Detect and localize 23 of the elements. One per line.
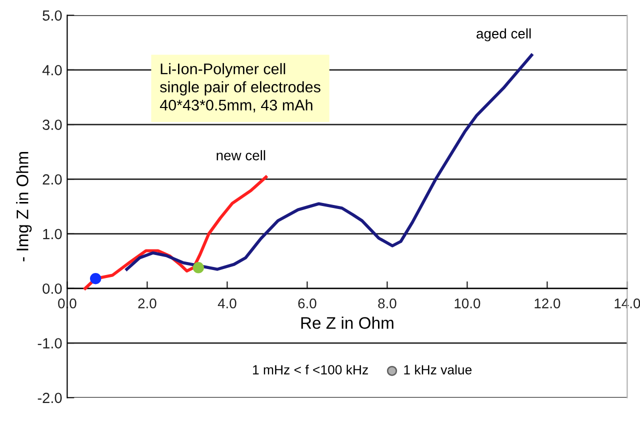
x-axis-title: Re Z in Ohm — [301, 316, 394, 329]
annotation: 1 kHz value — [404, 364, 472, 374]
y-tick-label: 4.0 — [42, 65, 62, 76]
y-axis-title: - Img Z in Ohm — [16, 152, 32, 262]
x-tick-label: 8.0 — [378, 298, 396, 308]
x-tick-label: 12.0 — [534, 298, 560, 308]
x-tick-label: 10.0 — [454, 298, 480, 308]
y-tick-label: -2.0 — [38, 392, 62, 404]
y-tick-label: 2.0 — [42, 174, 62, 185]
y-tick-label: 0.0 — [42, 284, 62, 294]
series-label: new cell — [216, 150, 266, 160]
annotation: 1 mHz < f <100 kHz — [253, 364, 368, 374]
y-tick-label: 1.0 — [43, 228, 62, 240]
y-tick-label: 3.0 — [42, 120, 62, 130]
line-series — [125, 54, 534, 271]
annotation: Li-Ion-Polymer cell single pair of electrodes 40*43*0.5mm, 43 mAh — [160, 63, 320, 112]
y-tick-label: 5.0 — [42, 10, 62, 21]
x-tick-label: 6.0 — [298, 298, 316, 308]
x-tick-label: 4.0 — [218, 298, 236, 308]
series-label: aged cell — [476, 28, 531, 42]
line-series — [84, 175, 268, 290]
x-tick-label: 2.0 — [138, 298, 156, 308]
y-tick-label: -1.0 — [38, 338, 62, 348]
